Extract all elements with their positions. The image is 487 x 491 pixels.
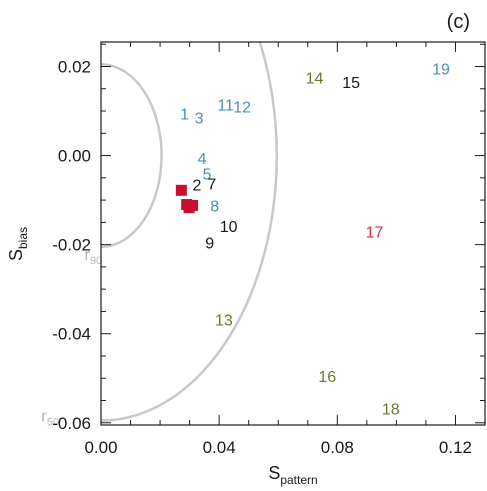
point-label-10: 10 — [220, 219, 238, 236]
point-label-9: 9 — [205, 235, 214, 252]
x-axis-title: Spattern — [268, 463, 317, 487]
contour-r50 — [101, 42, 278, 422]
contour-r90 — [101, 63, 163, 249]
point-label-13: 13 — [215, 312, 233, 329]
point-label-2: 2 — [193, 178, 202, 195]
point-label-8: 8 — [210, 198, 219, 215]
y-axis: 0.02 0.00 -0.02 -0.04 -0.06 — [52, 43, 485, 433]
y-tick-label: -0.06 — [52, 414, 91, 433]
point-label-5: 5 — [203, 166, 212, 183]
x-tick-label: 0.12 — [439, 438, 472, 457]
data-marker — [175, 184, 187, 196]
point-label-1: 1 — [180, 106, 189, 123]
point-label-3: 3 — [195, 111, 204, 128]
point-label-18: 18 — [382, 402, 400, 419]
contour-label-r90: r90 — [84, 245, 102, 267]
y-tick-label: 0.02 — [58, 57, 91, 76]
contour-label-r50: r50 — [41, 406, 59, 428]
point-label-7: 7 — [207, 177, 216, 194]
data-marker — [187, 199, 199, 211]
y-tick-label: -0.02 — [52, 236, 91, 255]
point-label-15: 15 — [342, 75, 360, 92]
y-tick-label: 0.00 — [58, 147, 91, 166]
x-tick-label: 0.08 — [321, 438, 354, 457]
plot-frame — [100, 41, 486, 426]
x-tick-label: 0.04 — [203, 438, 236, 457]
point-label-12: 12 — [233, 100, 251, 117]
panel-label: (c) — [447, 11, 470, 33]
marker-layer — [175, 184, 199, 214]
point-label-11: 11 — [217, 97, 234, 114]
point-label-16: 16 — [318, 369, 336, 386]
contour-layer — [101, 42, 278, 422]
x-tick-label: 0.00 — [84, 438, 117, 457]
point-label-17: 17 — [366, 224, 384, 241]
y-axis-title: Sbias — [6, 227, 30, 261]
x-axis: 0.00 0.04 0.08 0.12 — [84, 42, 486, 457]
y-tick-label: -0.04 — [52, 325, 91, 344]
point-label-14: 14 — [306, 71, 324, 88]
point-label-layer: 1 3 11 12 452 7 810 9 14 15 19 17 13 16 18 — [180, 62, 450, 419]
point-label-19: 19 — [432, 62, 450, 79]
contour-label-layer: r90 r50 — [41, 245, 102, 428]
point-label-4: 4 — [198, 151, 207, 168]
